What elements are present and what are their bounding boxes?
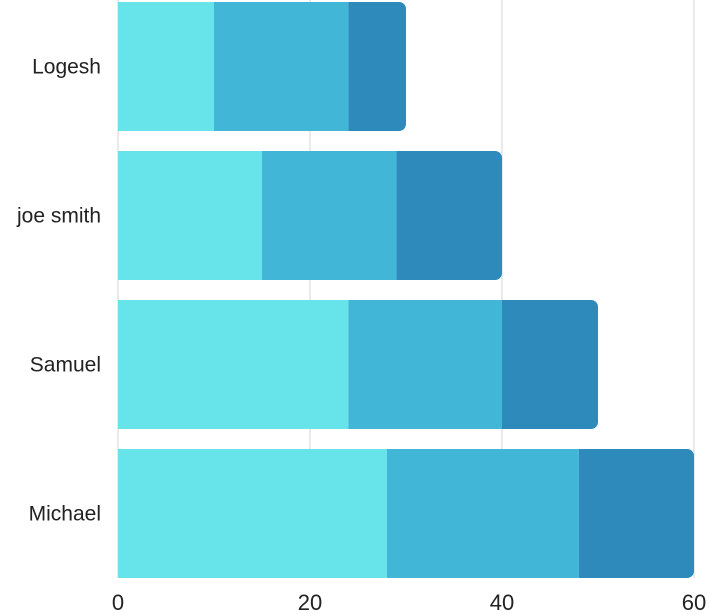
category-labels: Logesh joe smith Samuel Michael bbox=[16, 56, 101, 526]
bar-segment bbox=[502, 300, 598, 429]
x-tick-label: 40 bbox=[490, 590, 514, 615]
bar-segment bbox=[118, 151, 262, 280]
x-tick-label: 0 bbox=[112, 590, 124, 615]
bar-segment bbox=[348, 300, 502, 429]
bar-segment bbox=[396, 151, 502, 280]
category-label: Logesh bbox=[32, 56, 101, 79]
bar-segment bbox=[578, 449, 694, 578]
category-label: joe smith bbox=[16, 205, 101, 228]
bar-segment bbox=[386, 449, 579, 578]
category-label: Michael bbox=[29, 503, 101, 526]
bar-segment bbox=[118, 2, 214, 131]
x-tick-label: 20 bbox=[298, 590, 322, 615]
bar-segment bbox=[214, 2, 349, 131]
bar-segment bbox=[118, 300, 349, 429]
x-axis-ticks: 0 20 40 60 bbox=[112, 590, 706, 615]
bar-segment bbox=[118, 449, 387, 578]
x-tick-label: 60 bbox=[682, 590, 706, 615]
bar-segment bbox=[348, 2, 406, 131]
bars bbox=[118, 2, 694, 578]
bar-segment bbox=[262, 151, 397, 280]
category-label: Samuel bbox=[30, 354, 101, 377]
